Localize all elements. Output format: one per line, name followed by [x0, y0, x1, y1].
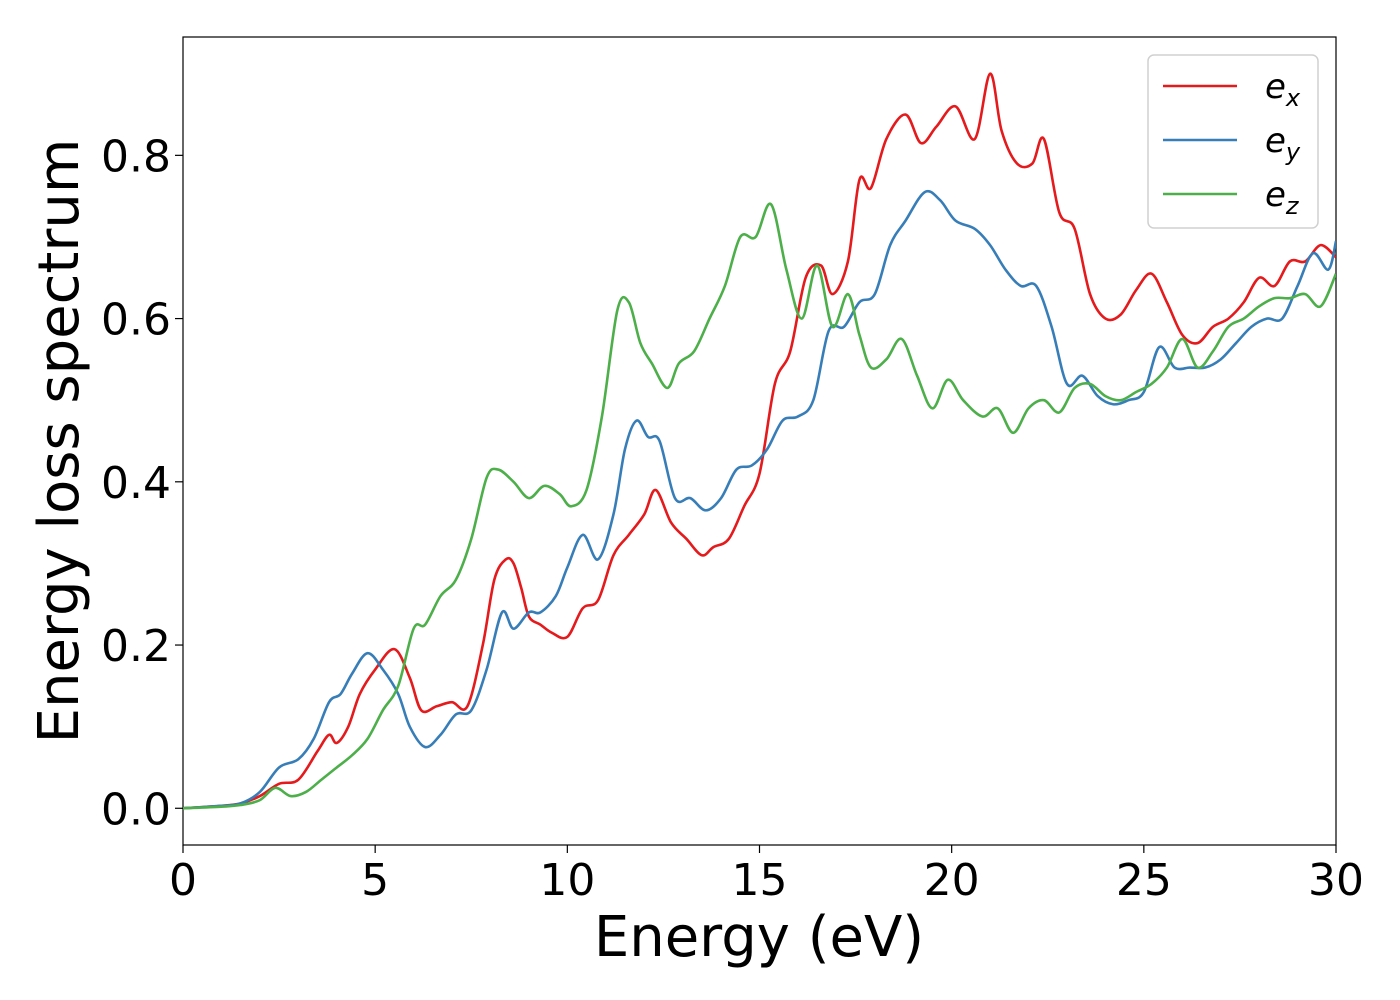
y-axis-ticks: 0.0 0.2 0.4 0.6 0.8	[101, 131, 183, 835]
series-layer	[183, 72, 1336, 810]
series-line-ez	[183, 202, 1336, 810]
x-tick-label: 0	[169, 855, 197, 906]
x-axis-ticks: 0 5 10 15 20 25 30	[169, 845, 1364, 906]
series-line-ex	[183, 72, 1336, 810]
y-tick-label: 0.0	[101, 784, 171, 835]
x-tick-label: 25	[1116, 855, 1172, 906]
series-line-ey	[183, 189, 1336, 810]
x-axis-title: Energy (eV)	[594, 905, 924, 970]
x-tick-label: 10	[539, 855, 595, 906]
x-tick-label: 30	[1308, 855, 1364, 906]
legend: ex ey ez	[1147, 54, 1319, 229]
y-tick-label: 0.4	[101, 458, 171, 509]
y-tick-label: 0.8	[101, 131, 171, 182]
y-axis-title: Energy loss spectrum	[27, 139, 92, 744]
legend-label-ex: ex	[1265, 67, 1301, 112]
legend-label-ey: ey	[1265, 121, 1301, 166]
legend-box	[1147, 54, 1319, 229]
x-tick-label: 15	[732, 855, 788, 906]
y-tick-label: 0.2	[101, 621, 171, 672]
legend-label-ez: ez	[1265, 175, 1300, 220]
x-tick-label: 20	[924, 855, 980, 906]
x-tick-label: 5	[361, 855, 389, 906]
y-tick-label: 0.6	[101, 295, 171, 346]
